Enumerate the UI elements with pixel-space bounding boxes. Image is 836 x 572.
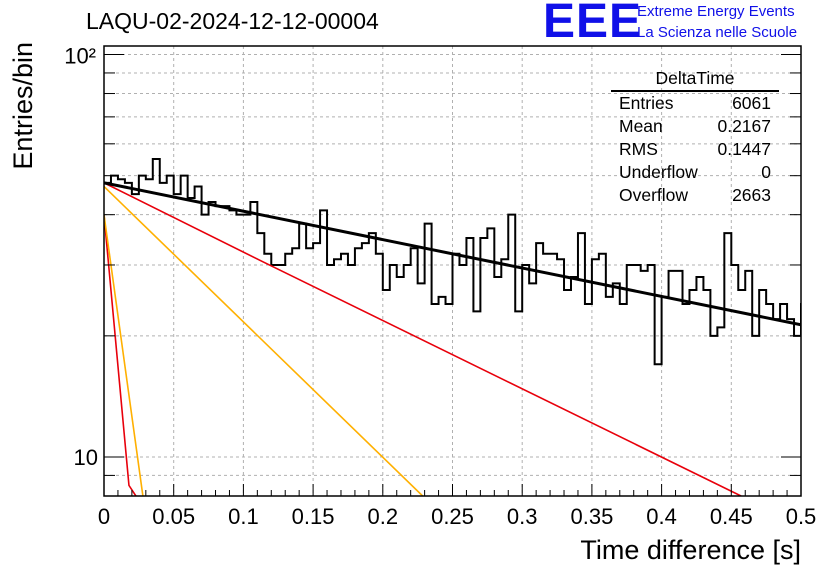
stats-row-rms: RMS 0.1447 [611, 138, 779, 161]
histogram-series [104, 158, 801, 366]
y-tick-label: 10² [64, 44, 96, 69]
x-tick-label: 0.45 [710, 504, 753, 529]
stats-label: Overflow [619, 185, 689, 205]
fit-line-red-fast [104, 214, 137, 496]
x-tick-label: 0.5 [786, 504, 817, 529]
stats-label: Mean [619, 116, 663, 136]
stats-value: 2663 [732, 185, 771, 205]
fit-line-red-slow [104, 182, 742, 496]
fit-line-orange-fast [104, 214, 144, 496]
x-tick-label: 0.4 [646, 504, 677, 529]
y-tick-label: 10 [74, 445, 98, 470]
run-title: LAQU-02-2024-12-12-00004 [86, 8, 379, 34]
eee-logo-line1: Extreme Energy Events [637, 3, 795, 20]
x-tick-label: 0.1 [228, 504, 259, 529]
stats-row-entries: Entries 6061 [611, 92, 779, 115]
fit-line-total [104, 181, 801, 327]
x-tick-label: 0.05 [152, 504, 195, 529]
stats-box: DeltaTime Entries 6061 Mean 0.2167 RMS 0… [611, 66, 779, 207]
stats-value: 0.2167 [717, 116, 771, 136]
stats-value: 0 [761, 162, 771, 182]
fit-line-orange-mid [104, 185, 424, 496]
x-tick-label: 0.35 [570, 504, 613, 529]
stats-value: 0.1447 [717, 139, 771, 159]
stats-value: 6061 [732, 93, 771, 113]
x-tick-label: 0.3 [507, 504, 538, 529]
stats-label: Entries [619, 93, 674, 113]
stats-row-mean: Mean 0.2167 [611, 115, 779, 138]
eee-logo-line2: La Scienza nelle Scuole [637, 24, 798, 41]
stats-label: Underflow [619, 162, 698, 182]
x-tick-label: 0 [98, 504, 110, 529]
eee-logo: EEE [543, 0, 643, 48]
stats-label: RMS [619, 139, 658, 159]
y-axis-label: Entries/bin [8, 42, 38, 170]
stats-row-overflow: Overflow 2663 [611, 184, 779, 207]
stats-title: DeltaTime [611, 66, 779, 92]
x-tick-label: 0.25 [431, 504, 474, 529]
stats-row-underflow: Underflow 0 [611, 161, 779, 184]
x-tick-label: 0.2 [368, 504, 399, 529]
x-axis-label: Time difference [s] [580, 535, 801, 565]
x-tick-label: 0.15 [292, 504, 335, 529]
